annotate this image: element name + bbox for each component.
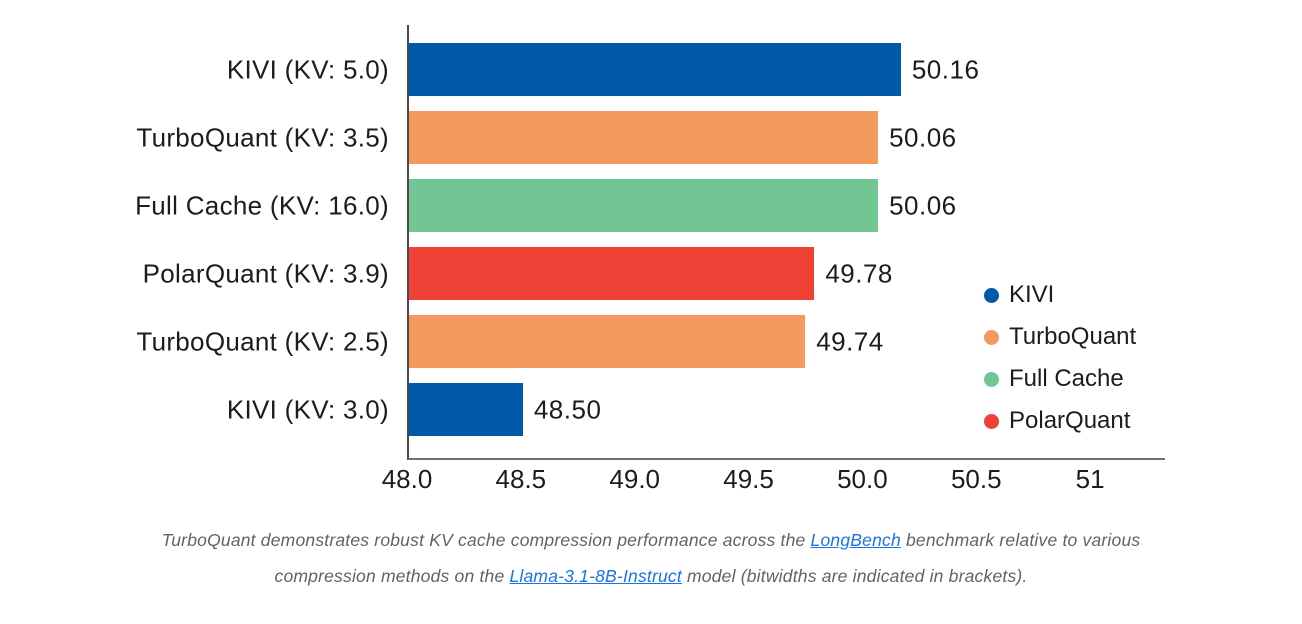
caption-text: TurboQuant demonstrates robust KV cache … (161, 530, 811, 550)
caption-link-longbench[interactable]: LongBench (810, 530, 901, 550)
x-tick-label: 50.0 (837, 464, 888, 494)
legend-label: Full Cache (1009, 365, 1124, 392)
bar-turboquant (409, 111, 879, 164)
x-tick-label: 50.5 (950, 464, 1002, 494)
bar-value-label: 50.06 (889, 122, 957, 152)
category-label: KIVI (KV: 5.0) (226, 54, 389, 84)
category-label: TurboQuant (KV: 3.5) (136, 122, 389, 152)
legend-label: TurboQuant (1009, 323, 1137, 350)
legend-item-full-cache: Full Cache (984, 358, 1136, 400)
category-label: Full Cache (KV: 16.0) (135, 190, 389, 220)
bar-kivi (409, 43, 901, 96)
bar-value-label: 49.78 (825, 258, 893, 288)
bar-kivi (409, 383, 523, 436)
bar-full-cache (409, 179, 879, 232)
legend-item-turboquant: TurboQuant (984, 316, 1136, 358)
x-tick-label: 48.0 (381, 464, 433, 494)
legend: KIVI TurboQuant Full Cache PolarQuant (984, 274, 1136, 442)
x-tick-label: 48.5 (495, 464, 547, 494)
x-tick-label: 51 (1075, 464, 1105, 494)
legend-color-dot-icon (984, 413, 999, 429)
x-tick-label: 49.5 (723, 464, 774, 494)
legend-color-dot-icon (984, 329, 999, 345)
bar-chart: 50.16 50.06 50.06 49.78 49.74 48.50 48.0 48.5 4… (135, 25, 1165, 498)
category-label: KIVI (KV: 3.0) (226, 394, 389, 424)
category-label: PolarQuant (KV: 3.9) (142, 258, 389, 288)
bar-turboquant (409, 315, 806, 368)
legend-item-polarquant: PolarQuant (984, 400, 1136, 442)
legend-label: PolarQuant (1009, 407, 1131, 434)
caption-link-llama-3-1-8b-instruct[interactable]: Llama-3.1-8B-Instruct (509, 566, 682, 586)
bar-value-label: 48.50 (533, 394, 602, 424)
bar-value-label: 50.16 (911, 54, 980, 84)
legend-color-dot-icon (984, 371, 999, 387)
bar-polarquant (409, 247, 815, 300)
category-label: TurboQuant (KV: 2.5) (136, 326, 389, 356)
chart-caption: TurboQuant demonstrates robust KV cache … (111, 522, 1191, 594)
bar-value-label: 49.74 (816, 326, 884, 356)
caption-text: benchmark relative to various compressio… (274, 530, 1141, 586)
caption-text: model (bitwidths are indicated in bracke… (681, 566, 1028, 586)
legend-item-kivi: KIVI (984, 274, 1136, 316)
x-axis: 48.0 48.5 49.0 49.5 50.0 50.5 51 (382, 464, 1163, 498)
plot-area: 50.16 50.06 50.06 49.78 49.74 48.50 (407, 25, 1165, 460)
legend-label: KIVI (1009, 281, 1055, 308)
x-tick-label: 49.0 (609, 464, 661, 494)
legend-color-dot-icon (984, 287, 999, 303)
bar-value-label: 50.06 (889, 190, 957, 220)
